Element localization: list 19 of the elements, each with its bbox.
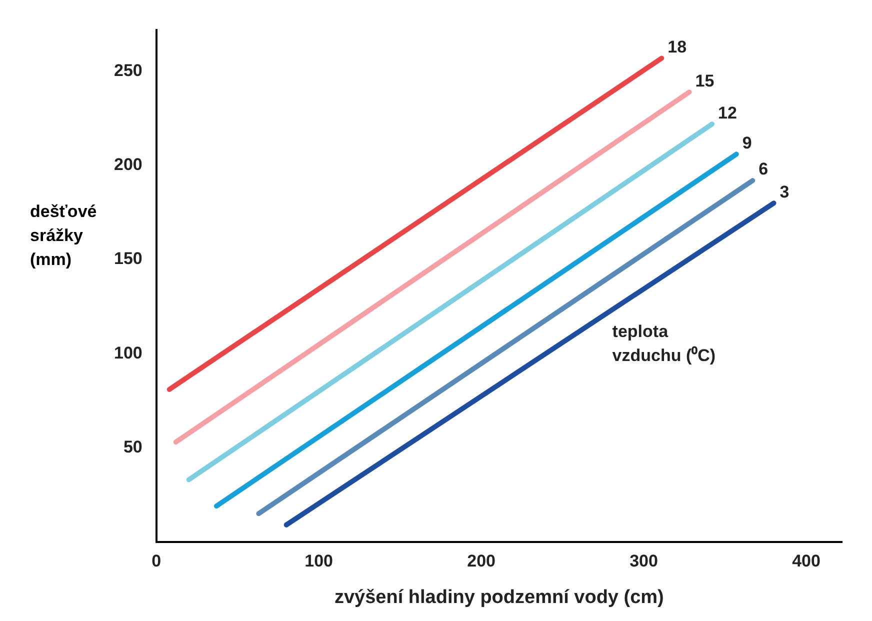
y-tick-label: 150	[114, 249, 142, 268]
series-label: 3	[780, 182, 790, 202]
x-tick-label: 0	[152, 552, 162, 571]
x-tick-label: 200	[467, 552, 496, 571]
x-tick-label: 400	[792, 552, 820, 571]
y-tick-label: 200	[114, 155, 142, 174]
y-tick-label: 50	[123, 437, 142, 456]
x-tick-label: 300	[630, 552, 658, 571]
series-label: 6	[758, 160, 768, 179]
series-label: 18	[668, 37, 687, 56]
x-tick-label: 100	[304, 552, 334, 571]
series-label: 9	[742, 133, 752, 152]
x-axis-title: zvýšení hladiny podzemní vody (cm)	[334, 586, 664, 608]
y-axis-title: dešťové srážky (mm)	[30, 202, 97, 269]
y-tick-label: 250	[114, 61, 142, 80]
y-tick-label: 100	[114, 343, 142, 362]
annotation: teplota vzduchu (⁰C)	[612, 322, 716, 366]
series-label: 12	[718, 103, 737, 122]
series-label: 15	[695, 71, 714, 90]
